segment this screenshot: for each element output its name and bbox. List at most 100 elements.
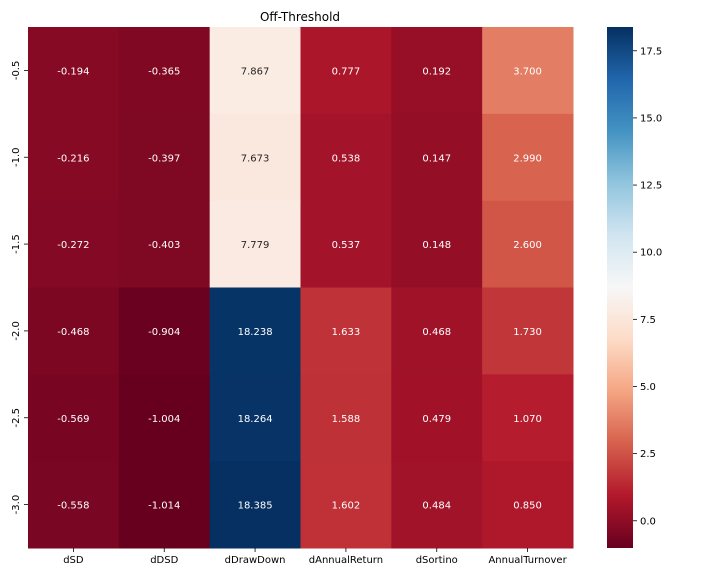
cell-value-label: -1.004	[148, 414, 180, 425]
colorbar-tick-label: 7.5	[640, 315, 656, 326]
colorbar-gradient	[607, 27, 633, 548]
cell-value-label: 7.867	[241, 66, 270, 77]
colorbar-tick-label: 10.0	[640, 248, 662, 259]
cell-value-label: 7.673	[241, 153, 270, 164]
heatmap-cell-r1-c0	[28, 113, 120, 202]
heatmap-cell-r0-c4	[391, 27, 483, 115]
x-axis: dSD dDSD dDrawDown dAnnualReturn dSortino Ann…	[63, 548, 568, 566]
cell-value-label: 0.147	[422, 153, 451, 164]
colorbar-tick-label: 2.5	[640, 449, 656, 460]
heatmap-cells	[28, 27, 574, 549]
colorbar-tick-label: 17.5	[640, 46, 662, 57]
y-tick-label: -0.5	[11, 61, 22, 81]
cell-value-label: -0.904	[148, 327, 180, 338]
cell-value-label: -0.397	[148, 153, 180, 164]
cell-value-label: -0.216	[57, 153, 89, 164]
y-tick-label: -3.0	[11, 495, 22, 515]
heatmap-cell-r0-c1	[118, 27, 211, 115]
cell-value-label: 2.600	[513, 240, 542, 251]
colorbar: 0.0 2.5 5.0 7.5 10.0 12.5 15.0 17.5	[607, 27, 662, 548]
cell-value-label: -0.558	[57, 501, 89, 512]
cell-value-label: 2.990	[513, 153, 542, 164]
heatmap-cell-r4-c3	[300, 374, 392, 462]
colorbar-tick-label: 0.0	[640, 516, 656, 527]
cell-value-label: 1.588	[332, 414, 361, 425]
colorbar-tick-label: 15.0	[640, 113, 662, 124]
heatmap-cell-r1-c3	[300, 113, 392, 202]
heatmap-cell-r2-c3	[300, 200, 392, 288]
heatmap-cell-r5-c2	[209, 461, 301, 549]
cell-value-label: -0.569	[57, 414, 89, 425]
heatmap-cell-r5-c0	[28, 461, 120, 549]
heatmap-cell-r3-c5	[482, 287, 574, 375]
heatmap-cell-r2-c1	[118, 200, 211, 288]
heatmap-cell-r3-c1	[118, 287, 211, 375]
heatmap-cell-r0-c5	[482, 27, 574, 115]
cell-value-label: 0.538	[332, 153, 361, 164]
x-tick-label: dDSD	[150, 555, 178, 566]
cell-value-label: -0.468	[57, 327, 89, 338]
cell-value-label: 1.602	[332, 501, 361, 512]
heatmap-cell-r0-c3	[300, 27, 392, 115]
heatmap-cell-r0-c2	[209, 27, 301, 115]
heatmap-cell-r1-c5	[482, 113, 574, 202]
cell-value-label: 0.468	[422, 327, 451, 338]
cell-value-label: 0.484	[422, 501, 451, 512]
heatmap-cell-r3-c2	[209, 287, 301, 375]
y-axis: -0.5 -1.0 -1.5 -2.0 -2.5 -3.0	[11, 61, 28, 515]
heatmap-cell-r5-c3	[300, 461, 392, 549]
heatmap-cell-r3-c0	[28, 287, 120, 375]
chart-title: Off-Threshold	[260, 10, 340, 24]
cell-value-label: 0.192	[422, 66, 451, 77]
heatmap-cell-r2-c0	[28, 200, 120, 288]
heatmap-cell-r4-c4	[391, 374, 483, 462]
cell-value-label: 0.850	[513, 501, 542, 512]
y-tick-label: -1.0	[11, 147, 22, 167]
heatmap-cell-r5-c4	[391, 461, 483, 549]
cell-value-label: -1.014	[148, 501, 180, 512]
cell-value-label: -0.365	[148, 66, 180, 77]
heatmap-cell-r2-c5	[482, 200, 574, 288]
heatmap-cell-r4-c5	[482, 374, 574, 462]
cell-value-label: 3.700	[513, 66, 542, 77]
y-tick-label: -1.5	[11, 234, 22, 254]
heatmap-cell-r5-c5	[482, 461, 574, 549]
heatmap-cell-labels: -0.194 -0.365 7.867 0.777 0.192 3.700 -0.216 -0…	[57, 66, 542, 511]
x-tick-label: AnnualTurnover	[488, 555, 567, 566]
heatmap-cell-r1-c1	[118, 113, 211, 202]
cell-value-label: 1.730	[513, 327, 542, 338]
heatmap-cell-r1-c4	[391, 113, 483, 202]
heatmap-cell-r5-c1	[118, 461, 211, 549]
cell-value-label: 18.264	[238, 414, 273, 425]
cell-value-label: 0.148	[422, 240, 451, 251]
x-tick-label: dAnnualReturn	[309, 555, 383, 566]
heatmap-cell-r3-c3	[300, 287, 392, 375]
x-tick-label: dDrawDown	[225, 555, 286, 566]
y-tick-label: -2.0	[11, 321, 22, 341]
cell-value-label: 0.479	[422, 414, 451, 425]
heatmap-cell-r1-c2	[209, 113, 301, 202]
x-tick-label: dSortino	[416, 555, 458, 566]
cell-value-label: 18.238	[238, 327, 273, 338]
x-tick-label: dSD	[63, 555, 84, 566]
cell-value-label: -0.272	[57, 240, 89, 251]
colorbar-tick-label: 12.5	[640, 181, 662, 192]
cell-value-label: 7.779	[241, 240, 270, 251]
cell-value-label: 0.777	[332, 66, 361, 77]
cell-value-label: 1.070	[513, 414, 542, 425]
heatmap-cell-r4-c2	[209, 374, 301, 462]
heatmap-cell-r2-c2	[209, 200, 301, 288]
colorbar-tick-label: 5.0	[640, 382, 656, 393]
cell-value-label: 1.633	[332, 327, 361, 338]
cell-value-label: -0.403	[148, 240, 180, 251]
cell-value-label: -0.194	[57, 66, 89, 77]
cell-value-label: 18.385	[238, 501, 273, 512]
heatmap-cell-r2-c4	[391, 200, 483, 288]
heatmap-cell-r4-c1	[118, 374, 211, 462]
heatmap-cell-r0-c0	[28, 27, 120, 115]
heatmap-cell-r4-c0	[28, 374, 120, 462]
y-tick-label: -2.5	[11, 408, 22, 428]
heatmap-cell-r3-c4	[391, 287, 483, 375]
cell-value-label: 0.537	[332, 240, 361, 251]
